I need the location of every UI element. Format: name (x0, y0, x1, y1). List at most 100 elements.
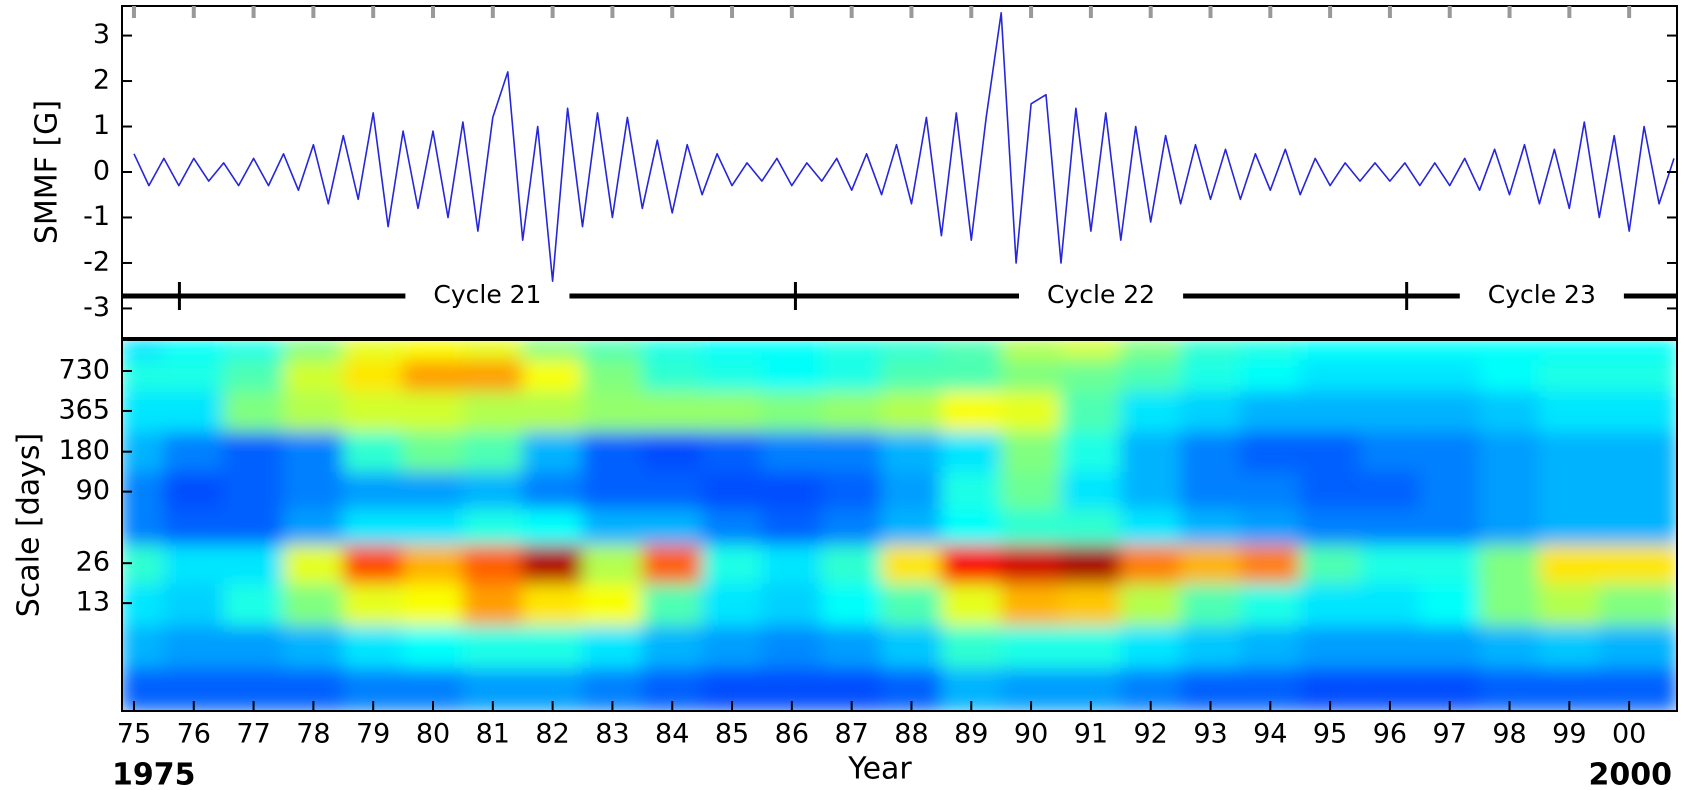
heat-cell (1419, 582, 1481, 626)
heat-cell (881, 543, 942, 584)
heat-cell (1479, 390, 1540, 432)
heat-cell (462, 471, 524, 510)
heat-cell (1239, 543, 1301, 584)
heat-cell (940, 390, 1002, 432)
heat-cell (821, 582, 883, 626)
heat-cell (223, 624, 284, 669)
x-tick-label: 88 (894, 719, 928, 750)
heat-cell (402, 390, 464, 432)
y-axis-label: Scale [days] (12, 433, 47, 617)
x-tick-label: 94 (1253, 719, 1287, 750)
heat-cell (462, 582, 524, 626)
heat-cell (761, 390, 823, 432)
span-label: 2000 (1589, 758, 1673, 790)
heat-cell (163, 624, 225, 669)
heat-cell (1060, 543, 1122, 584)
x-tick-label: 91 (1074, 719, 1108, 750)
heat-cell (1299, 508, 1361, 545)
heat-cell (223, 358, 284, 392)
heat-cell (1180, 358, 1241, 392)
heat-cell (342, 340, 404, 360)
heat-cell (881, 624, 942, 669)
heat-cell (1479, 582, 1540, 626)
heat-cell (122, 340, 165, 360)
heat-cell (1479, 471, 1540, 510)
heat-cell (402, 430, 464, 473)
heat-cell (641, 624, 703, 669)
heat-cell (1060, 340, 1122, 360)
heat-cell (1598, 543, 1677, 584)
x-tick-label: 98 (1492, 719, 1526, 750)
x-tick-label: 82 (535, 719, 569, 750)
heat-cell (462, 543, 524, 584)
heat-cell (701, 340, 763, 360)
heat-cell (522, 543, 584, 584)
heat-cell (582, 582, 643, 626)
heat-cell (1239, 340, 1301, 360)
heat-cell (342, 471, 404, 510)
heat-cell (1538, 430, 1600, 473)
heat-cell (1060, 430, 1122, 473)
heat-cell (821, 340, 883, 360)
heat-cell (1359, 543, 1421, 584)
heat-cell (163, 430, 225, 473)
x-tick-label: 86 (775, 719, 809, 750)
heat-cell (163, 358, 225, 392)
heat-cell (582, 471, 643, 510)
heat-cell (1120, 471, 1182, 510)
y-tick-label: 26 (76, 547, 110, 578)
heat-cell (701, 624, 763, 669)
heat-cell (1299, 582, 1361, 626)
heat-cell (1239, 624, 1301, 669)
heat-cell (282, 543, 344, 584)
heat-cell (641, 582, 703, 626)
y-tick-label: -1 (83, 201, 110, 232)
heat-cell (163, 340, 225, 360)
heat-cell (1598, 582, 1677, 626)
y-tick-label: 90 (76, 475, 110, 506)
y-tick-label: 180 (58, 435, 110, 466)
y-tick-label: 365 (58, 394, 110, 425)
heat-cell (1538, 358, 1600, 392)
x-tick-label: 97 (1433, 719, 1467, 750)
span-label: 1975 (112, 758, 196, 790)
heat-cell (1598, 340, 1677, 360)
heat-cell (522, 508, 584, 545)
heat-cell (881, 340, 942, 360)
heat-cell (940, 582, 1002, 626)
x-tick-label: 80 (416, 719, 450, 750)
x-tick-label: 81 (476, 719, 510, 750)
heat-cell (1060, 390, 1122, 432)
heat-cell (761, 624, 823, 669)
heat-cell (1239, 358, 1301, 392)
heat-cell (582, 390, 643, 432)
heat-cell (282, 471, 344, 510)
heat-cell (163, 390, 225, 432)
heat-cell (1120, 340, 1182, 360)
heat-cell (1060, 624, 1122, 669)
heat-cell (402, 508, 464, 545)
heat-cell (1060, 508, 1122, 545)
heat-cell (1359, 582, 1421, 626)
heat-cell (462, 508, 524, 545)
heat-cell (1598, 508, 1677, 545)
heat-cell (940, 358, 1002, 392)
heat-cell (1299, 340, 1361, 360)
heat-cell (163, 471, 225, 510)
heat-cell (282, 582, 344, 626)
cycle-label: Cycle 23 (1488, 280, 1596, 309)
heat-cell (522, 471, 584, 510)
heat-cell (1239, 390, 1301, 432)
x-tick-label: 00 (1612, 719, 1646, 750)
heat-cell (940, 543, 1002, 584)
heat-cell (1239, 582, 1301, 626)
heat-cell (342, 582, 404, 626)
heat-cell (1598, 624, 1677, 669)
heat-cell (641, 508, 703, 545)
heat-cell (282, 430, 344, 473)
plot-frame (121, 5, 1678, 339)
heat-cell (342, 358, 404, 392)
x-tick-label: 84 (655, 719, 689, 750)
heat-cell (821, 390, 883, 432)
